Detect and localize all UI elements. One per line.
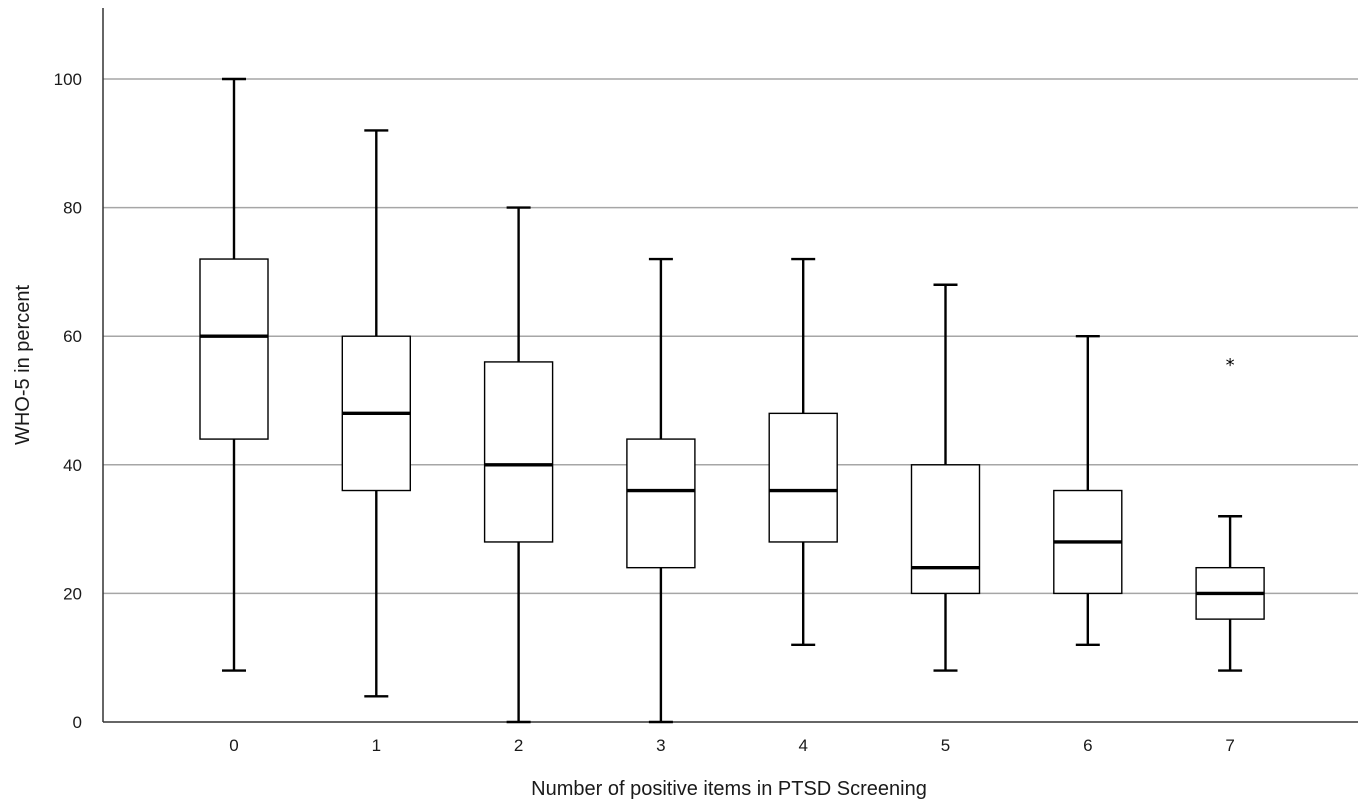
iqr-box [199, 258, 269, 440]
iqr-box [626, 438, 696, 569]
y-tick-label: 80 [63, 199, 82, 218]
x-tick-label: 3 [656, 736, 665, 755]
y-axis-title: WHO-5 in percent [12, 285, 34, 445]
box-group-1 [341, 129, 411, 698]
box-group-4 [768, 257, 838, 647]
y-tick-labels: 0 20 40 60 80 100 [54, 70, 82, 732]
gridlines [103, 78, 1358, 595]
outlier-marker: * [1226, 355, 1235, 376]
box-group-2 [483, 206, 554, 724]
x-tick-label: 0 [229, 736, 238, 755]
y-tick-label: 40 [63, 456, 82, 475]
iqr-box [768, 412, 838, 543]
box-group-0 [199, 77, 269, 672]
y-tick-label: 60 [63, 327, 82, 346]
iqr-box [910, 464, 981, 595]
box-group-5 [910, 283, 981, 672]
y-tick-label: 100 [54, 70, 82, 89]
iqr-box [483, 361, 554, 543]
x-tick-label: 7 [1225, 736, 1234, 755]
x-tick-label: 6 [1083, 736, 1092, 755]
x-tick-label: 4 [798, 736, 807, 755]
x-axis-title: Number of positive items in PTSD Screeni… [531, 778, 927, 800]
x-tick-labels: 0 1 2 3 4 5 6 7 [229, 736, 1235, 755]
box-series: * [199, 77, 1265, 724]
axes [102, 8, 1358, 723]
box-group-3 [626, 257, 696, 724]
box-group-7: * [1195, 355, 1265, 672]
x-tick-label: 1 [372, 736, 381, 755]
box-group-6 [1053, 335, 1123, 647]
y-tick-label: 0 [73, 713, 82, 732]
x-tick-label: 5 [941, 736, 950, 755]
x-tick-label: 2 [514, 736, 523, 755]
y-tick-label: 20 [63, 584, 82, 603]
